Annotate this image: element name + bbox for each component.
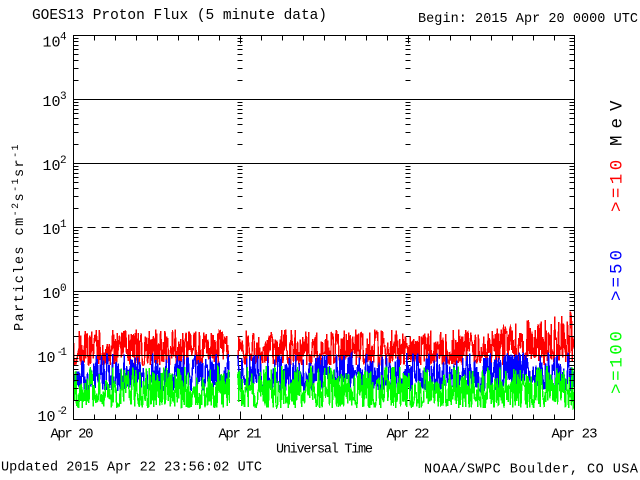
svg-text:>=50: >=50 bbox=[608, 247, 628, 301]
svg-text:3: 3 bbox=[60, 91, 67, 103]
svg-text:Apr 23: Apr 23 bbox=[552, 427, 598, 443]
svg-text:10: 10 bbox=[43, 286, 61, 303]
svg-text:1: 1 bbox=[60, 219, 67, 231]
svg-text:Apr 22: Apr 22 bbox=[387, 427, 430, 443]
svg-text:Apr 20: Apr 20 bbox=[51, 427, 94, 443]
svg-text:>=100: >=100 bbox=[608, 328, 628, 394]
svg-text:NOAA/SWPC Boulder, CO USA: NOAA/SWPC Boulder, CO USA bbox=[424, 463, 639, 478]
svg-text:10: 10 bbox=[38, 409, 56, 426]
svg-text:Apr 21: Apr 21 bbox=[219, 427, 262, 443]
svg-text:10: 10 bbox=[43, 35, 61, 52]
svg-text:MeV: MeV bbox=[608, 93, 628, 146]
svg-text:>=10: >=10 bbox=[608, 156, 628, 212]
svg-text:4: 4 bbox=[60, 32, 67, 44]
svg-text:GOES13 Proton Flux (5 minute d: GOES13 Proton Flux (5 minute data) bbox=[32, 8, 327, 24]
svg-text:-2: -2 bbox=[57, 406, 68, 418]
svg-text:Updated 2015 Apr 22 23:56:02 U: Updated 2015 Apr 22 23:56:02 UTC bbox=[1, 461, 262, 476]
svg-text:10: 10 bbox=[43, 222, 61, 239]
svg-text:Universal Time: Universal Time bbox=[276, 443, 373, 458]
svg-text:10: 10 bbox=[38, 350, 56, 367]
svg-text:2: 2 bbox=[60, 155, 67, 167]
svg-text:-1: -1 bbox=[57, 347, 68, 359]
svg-text:Particles cm-2s-1sr-1: Particles cm-2s-1sr-1 bbox=[11, 143, 28, 331]
svg-text:Begin: 2015 Apr 20 0000 UTC: Begin: 2015 Apr 20 0000 UTC bbox=[418, 12, 638, 27]
svg-text:10: 10 bbox=[43, 158, 61, 175]
svg-text:10: 10 bbox=[43, 94, 61, 111]
svg-text:0: 0 bbox=[60, 283, 67, 295]
